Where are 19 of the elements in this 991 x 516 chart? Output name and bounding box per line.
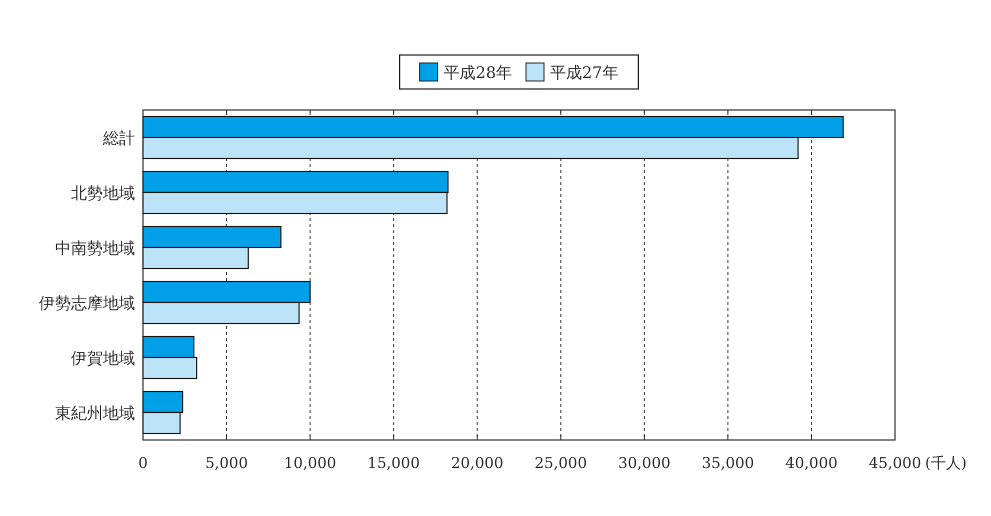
x-tick-label: 35,000 bbox=[702, 454, 754, 472]
x-tick-label: 40,000 bbox=[785, 454, 838, 472]
y-tick-label: 東紀州地域 bbox=[55, 404, 135, 422]
legend-label: 平成27年 bbox=[550, 63, 618, 82]
y-tick-label: 総計 bbox=[102, 128, 135, 148]
x-tick-label: 5,000 bbox=[205, 454, 248, 472]
x-tick-label: 15,000 bbox=[367, 454, 420, 472]
x-tick-label: 0 bbox=[138, 454, 148, 472]
x-tick-label: 10,000 bbox=[284, 454, 336, 472]
x-axis-title: (千人) bbox=[925, 454, 967, 472]
legend-label: 平成28年 bbox=[444, 63, 512, 82]
y-tick-label: 伊勢志摩地域 bbox=[39, 294, 135, 312]
y-tick-label: 北勢地域 bbox=[71, 184, 135, 202]
x-tick-label: 30,000 bbox=[618, 454, 671, 472]
y-tick-label: 中南勢地域 bbox=[55, 238, 135, 258]
x-tick-label: 20,000 bbox=[450, 454, 504, 472]
x-tick-label: 45,000 bbox=[868, 454, 922, 472]
x-tick-label: 25,000 bbox=[534, 454, 588, 472]
y-tick-label: 伊賀地域 bbox=[71, 348, 135, 368]
